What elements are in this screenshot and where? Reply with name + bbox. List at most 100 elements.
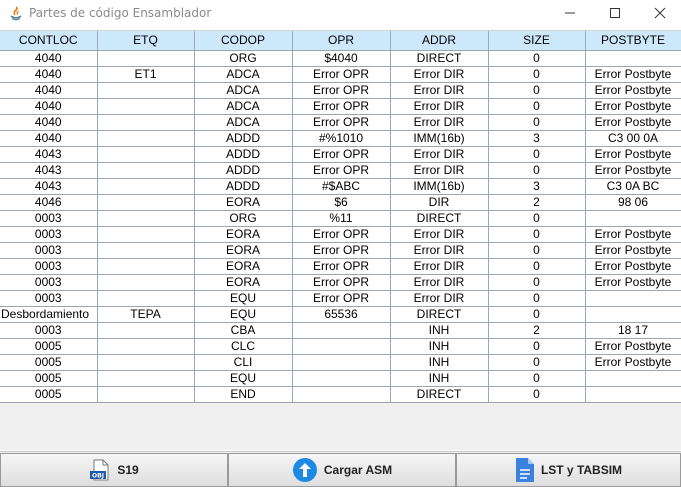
code-parts-table[interactable]: CONTLOC ETQ CODOP OPR ADDR SIZE POSTBYTE 4040 O… bbox=[0, 31, 681, 403]
cell-size[interactable]: 0 bbox=[488, 162, 586, 179]
cell-opr[interactable] bbox=[292, 386, 391, 403]
cell-codop[interactable]: ADDD bbox=[194, 178, 293, 195]
cell-contloc[interactable]: 0003 bbox=[0, 290, 98, 307]
cell-postbyte[interactable] bbox=[585, 290, 681, 307]
table-row[interactable]: 4046 EORA $6 DIR 2 98 06 bbox=[0, 194, 681, 211]
cell-size[interactable]: 0 bbox=[488, 306, 586, 323]
cell-etq[interactable] bbox=[97, 114, 195, 131]
cell-opr[interactable]: Error OPR bbox=[292, 226, 391, 243]
column-header-postbyte[interactable]: POSTBYTE bbox=[585, 31, 681, 51]
cell-addr[interactable]: Error DIR bbox=[390, 290, 489, 307]
cell-size[interactable]: 0 bbox=[488, 146, 586, 163]
cell-opr[interactable]: $4040 bbox=[292, 50, 391, 67]
cell-contloc[interactable]: 4046 bbox=[0, 194, 98, 211]
cell-size[interactable]: 3 bbox=[488, 178, 586, 195]
cell-postbyte[interactable] bbox=[585, 386, 681, 403]
column-header-codop[interactable]: CODOP bbox=[194, 31, 293, 51]
cell-codop[interactable]: CBA bbox=[194, 322, 293, 339]
table-row[interactable]: 0005 CLI INH 0 Error Postbyte bbox=[0, 354, 681, 371]
lst-tabsim-button[interactable]: LST y TABSIM bbox=[456, 453, 681, 487]
cell-size[interactable]: 0 bbox=[488, 386, 586, 403]
cell-etq[interactable] bbox=[97, 178, 195, 195]
cell-etq[interactable] bbox=[97, 290, 195, 307]
cell-codop[interactable]: ADDD bbox=[194, 162, 293, 179]
table-row[interactable]: 4040 ADCA Error OPR Error DIR 0 Error Postbyt… bbox=[0, 114, 681, 131]
cell-etq[interactable] bbox=[97, 338, 195, 355]
cell-postbyte[interactable]: Error Postbyte bbox=[585, 146, 681, 163]
cell-contloc[interactable]: 0003 bbox=[0, 242, 98, 259]
cell-codop[interactable]: EORA bbox=[194, 226, 293, 243]
column-header-opr[interactable]: OPR bbox=[292, 31, 391, 51]
table-row[interactable]: 0005 END DIRECT 0 bbox=[0, 386, 681, 403]
cell-size[interactable]: 0 bbox=[488, 354, 586, 371]
cell-postbyte[interactable]: Error Postbyte bbox=[585, 114, 681, 131]
cell-opr[interactable]: Error OPR bbox=[292, 98, 391, 115]
cell-postbyte[interactable]: Error Postbyte bbox=[585, 226, 681, 243]
cell-size[interactable]: 0 bbox=[488, 338, 586, 355]
cell-addr[interactable]: INH bbox=[390, 354, 489, 371]
cell-contloc[interactable]: 0005 bbox=[0, 386, 98, 403]
table-row[interactable]: 4040 ADDD #%1010 IMM(16b) 3 C3 00 0A bbox=[0, 130, 681, 147]
table-row[interactable]: 4040 ET1 ADCA Error OPR Error DIR 0 Error Post… bbox=[0, 66, 681, 83]
cell-size[interactable]: 0 bbox=[488, 82, 586, 99]
cell-codop[interactable]: END bbox=[194, 386, 293, 403]
cell-size[interactable]: 2 bbox=[488, 322, 586, 339]
cell-contloc[interactable]: 4040 bbox=[0, 66, 98, 83]
cell-opr[interactable]: Error OPR bbox=[292, 258, 391, 275]
cell-contloc[interactable]: 4040 bbox=[0, 114, 98, 131]
close-button[interactable] bbox=[637, 0, 681, 26]
cell-postbyte[interactable]: Error Postbyte bbox=[585, 274, 681, 291]
table-row[interactable]: 0003 EORA Error OPR Error DIR 0 Error Postbyt… bbox=[0, 226, 681, 243]
cell-opr[interactable]: 65536 bbox=[292, 306, 391, 323]
cell-contloc[interactable]: 0005 bbox=[0, 370, 98, 387]
cell-postbyte[interactable]: 18 17 bbox=[585, 322, 681, 339]
cell-postbyte[interactable]: Error Postbyte bbox=[585, 162, 681, 179]
cell-addr[interactable]: Error DIR bbox=[390, 258, 489, 275]
cell-etq[interactable]: ET1 bbox=[97, 66, 195, 83]
cell-contloc[interactable]: 0003 bbox=[0, 210, 98, 227]
cell-codop[interactable]: ADCA bbox=[194, 98, 293, 115]
cell-etq[interactable]: TEPA bbox=[97, 306, 195, 323]
cell-contloc[interactable]: 0003 bbox=[0, 226, 98, 243]
cell-addr[interactable]: Error DIR bbox=[390, 274, 489, 291]
cell-opr[interactable]: Error OPR bbox=[292, 146, 391, 163]
cell-opr[interactable]: $6 bbox=[292, 194, 391, 211]
table-row[interactable]: 4040 ORG $4040 DIRECT 0 bbox=[0, 50, 681, 67]
cell-etq[interactable] bbox=[97, 162, 195, 179]
cell-etq[interactable] bbox=[97, 50, 195, 67]
cell-postbyte[interactable]: 98 06 bbox=[585, 194, 681, 211]
cell-opr[interactable]: #$ABC bbox=[292, 178, 391, 195]
cell-opr[interactable]: Error OPR bbox=[292, 242, 391, 259]
cell-addr[interactable]: INH bbox=[390, 322, 489, 339]
cell-codop[interactable]: EQU bbox=[194, 290, 293, 307]
cell-opr[interactable]: Error OPR bbox=[292, 66, 391, 83]
cell-opr[interactable]: Error OPR bbox=[292, 162, 391, 179]
table-row[interactable]: 0003 EORA Error OPR Error DIR 0 Error Postbyt… bbox=[0, 274, 681, 291]
code-parts-table-area[interactable]: CONTLOC ETQ CODOP OPR ADDR SIZE POSTBYTE 4040 O… bbox=[0, 30, 681, 450]
table-row[interactable]: 0003 EORA Error OPR Error DIR 0 Error Postbyt… bbox=[0, 258, 681, 275]
column-header-etq[interactable]: ETQ bbox=[97, 31, 195, 51]
cell-contloc[interactable]: 4043 bbox=[0, 162, 98, 179]
cell-etq[interactable] bbox=[97, 194, 195, 211]
cell-addr[interactable]: Error DIR bbox=[390, 162, 489, 179]
cell-size[interactable]: 0 bbox=[488, 98, 586, 115]
table-row[interactable]: 4040 ADCA Error OPR Error DIR 0 Error Postbyt… bbox=[0, 98, 681, 115]
cell-codop[interactable]: ORG bbox=[194, 210, 293, 227]
cell-size[interactable]: 0 bbox=[488, 370, 586, 387]
s19-button[interactable]: OBJ S19 bbox=[0, 453, 228, 487]
cell-postbyte[interactable] bbox=[585, 210, 681, 227]
table-row[interactable]: 0005 CLC INH 0 Error Postbyte bbox=[0, 338, 681, 355]
cell-size[interactable]: 0 bbox=[488, 114, 586, 131]
cell-etq[interactable] bbox=[97, 130, 195, 147]
cell-postbyte[interactable]: C3 00 0A bbox=[585, 130, 681, 147]
cell-size[interactable]: 0 bbox=[488, 226, 586, 243]
cell-opr[interactable]: Error OPR bbox=[292, 290, 391, 307]
column-header-contloc[interactable]: CONTLOC bbox=[0, 31, 98, 51]
cell-addr[interactable]: DIRECT bbox=[390, 210, 489, 227]
cell-codop[interactable]: ORG bbox=[194, 50, 293, 67]
cell-postbyte[interactable]: Error Postbyte bbox=[585, 242, 681, 259]
cell-codop[interactable]: CLC bbox=[194, 338, 293, 355]
cell-etq[interactable] bbox=[97, 370, 195, 387]
cell-addr[interactable]: Error DIR bbox=[390, 82, 489, 99]
cell-etq[interactable] bbox=[97, 322, 195, 339]
